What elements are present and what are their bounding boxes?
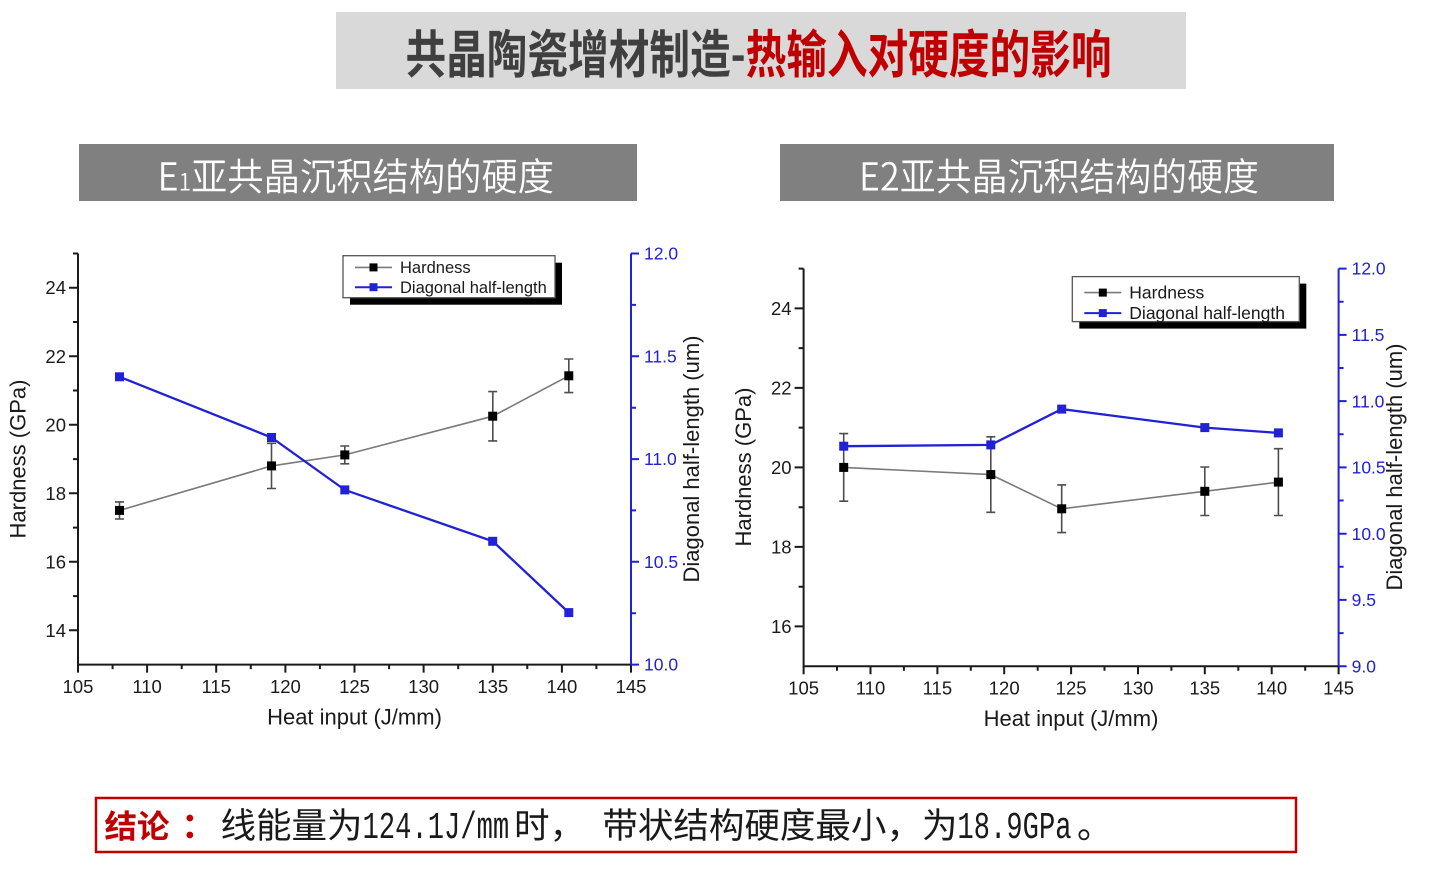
svg-text:140: 140 xyxy=(1256,678,1287,699)
svg-text:10.0: 10.0 xyxy=(644,655,678,675)
svg-text:105: 105 xyxy=(63,676,94,697)
svg-text:18: 18 xyxy=(771,536,792,557)
svg-text:145: 145 xyxy=(616,676,647,697)
svg-text:115: 115 xyxy=(201,676,231,697)
svg-text:11.5: 11.5 xyxy=(1352,325,1385,345)
svg-text:Heat input (J/mm): Heat input (J/mm) xyxy=(984,706,1159,731)
svg-text:Diagonal half-length: Diagonal half-length xyxy=(400,279,547,297)
svg-text:10.5: 10.5 xyxy=(644,552,678,572)
svg-text:140: 140 xyxy=(546,676,577,697)
svg-text:18: 18 xyxy=(45,483,66,504)
svg-text:11.0: 11.0 xyxy=(644,449,677,469)
svg-text:24: 24 xyxy=(45,277,66,298)
svg-text:105: 105 xyxy=(788,678,819,699)
svg-text:22: 22 xyxy=(771,377,792,398)
svg-text:125: 125 xyxy=(339,676,370,697)
svg-text:135: 135 xyxy=(1189,678,1220,699)
svg-text:110: 110 xyxy=(132,676,162,697)
svg-text:11.0: 11.0 xyxy=(1352,391,1385,411)
svg-text:Hardness (GPa): Hardness (GPa) xyxy=(731,388,756,547)
svg-text:Heat input (J/mm): Heat input (J/mm) xyxy=(267,705,442,730)
svg-text:120: 120 xyxy=(989,678,1020,699)
svg-text:11.5: 11.5 xyxy=(644,346,677,366)
svg-text:Hardness (GPa): Hardness (GPa) xyxy=(6,380,31,539)
svg-text:16: 16 xyxy=(771,616,792,637)
svg-text:12.0: 12.0 xyxy=(1352,259,1386,279)
svg-text:Diagonal half-length (um): Diagonal half-length (um) xyxy=(1382,343,1407,590)
svg-text:120: 120 xyxy=(270,676,301,697)
svg-text:Diagonal half-length (um): Diagonal half-length (um) xyxy=(679,335,704,582)
svg-text:22: 22 xyxy=(45,346,66,367)
svg-text:14: 14 xyxy=(45,620,66,641)
svg-text:130: 130 xyxy=(1123,678,1154,699)
svg-text:145: 145 xyxy=(1323,678,1354,699)
svg-text:9.5: 9.5 xyxy=(1352,590,1376,610)
svg-text:135: 135 xyxy=(477,676,508,697)
svg-text:130: 130 xyxy=(408,676,439,697)
svg-text:20: 20 xyxy=(45,414,66,435)
svg-text:9.0: 9.0 xyxy=(1352,656,1377,676)
svg-text:20: 20 xyxy=(771,457,792,478)
svg-text:Hardness: Hardness xyxy=(1129,283,1204,303)
svg-text:10.0: 10.0 xyxy=(1352,524,1386,544)
svg-text:12.0: 12.0 xyxy=(644,244,678,264)
svg-text:125: 125 xyxy=(1056,678,1087,699)
svg-text:110: 110 xyxy=(856,678,886,699)
svg-text:16: 16 xyxy=(45,551,66,572)
svg-text:10.5: 10.5 xyxy=(1352,458,1386,478)
svg-text:24: 24 xyxy=(771,298,792,319)
svg-text:Hardness: Hardness xyxy=(400,259,471,277)
svg-text:Diagonal half-length: Diagonal half-length xyxy=(1129,303,1285,323)
svg-text:115: 115 xyxy=(923,678,953,699)
